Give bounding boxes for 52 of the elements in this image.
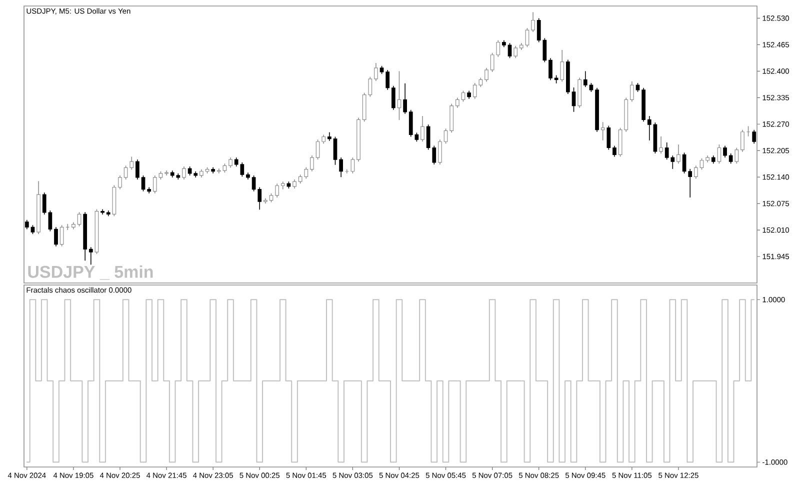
annotation: USDJPY _ 5min <box>28 265 153 280</box>
candlestick <box>438 139 442 165</box>
candlestick <box>525 28 530 48</box>
candlestick <box>688 168 692 198</box>
candlestick <box>333 136 338 166</box>
candlestick <box>24 219 29 230</box>
candlestick <box>310 155 314 172</box>
candlestick <box>420 116 424 142</box>
candlestick <box>723 145 727 158</box>
candlestick <box>484 68 488 82</box>
candlestick <box>391 85 396 110</box>
candlestick <box>316 139 320 160</box>
candlestick <box>740 129 744 152</box>
candlestick <box>136 159 140 180</box>
candlestick <box>647 116 652 141</box>
candlestick <box>444 128 448 144</box>
candlestick <box>455 97 460 108</box>
candlestick <box>118 175 122 190</box>
candlestick <box>88 246 93 266</box>
candlestick <box>508 42 512 59</box>
candlestick <box>548 58 552 81</box>
candlestick <box>182 166 186 180</box>
candlestick <box>141 175 146 192</box>
candlestick <box>612 145 616 158</box>
candlestick <box>275 183 279 198</box>
candlestick <box>728 153 733 164</box>
candlestick <box>717 144 722 164</box>
candlestick <box>339 157 343 178</box>
candlestick <box>514 46 518 59</box>
candlestick <box>682 152 686 174</box>
candlestick <box>531 12 535 32</box>
candlestick <box>403 82 407 114</box>
candlestick <box>228 157 232 168</box>
candlestick <box>630 80 634 102</box>
candlestick <box>583 70 588 88</box>
candlestick <box>676 144 680 164</box>
candlestick <box>560 50 564 82</box>
candlestick <box>461 90 466 102</box>
candlestick <box>386 70 390 90</box>
candlestick <box>606 125 611 150</box>
candlestick <box>350 157 355 174</box>
candlestick <box>374 62 378 82</box>
candlestick <box>54 226 58 247</box>
candlestick <box>694 165 698 180</box>
candlestick <box>752 129 756 144</box>
candlestick <box>600 122 605 141</box>
candlestick <box>734 147 739 164</box>
candlestick <box>659 136 663 154</box>
candlestick <box>152 175 157 194</box>
candlestick <box>700 158 704 170</box>
candlestick <box>60 224 64 247</box>
candlestick <box>572 87 576 112</box>
